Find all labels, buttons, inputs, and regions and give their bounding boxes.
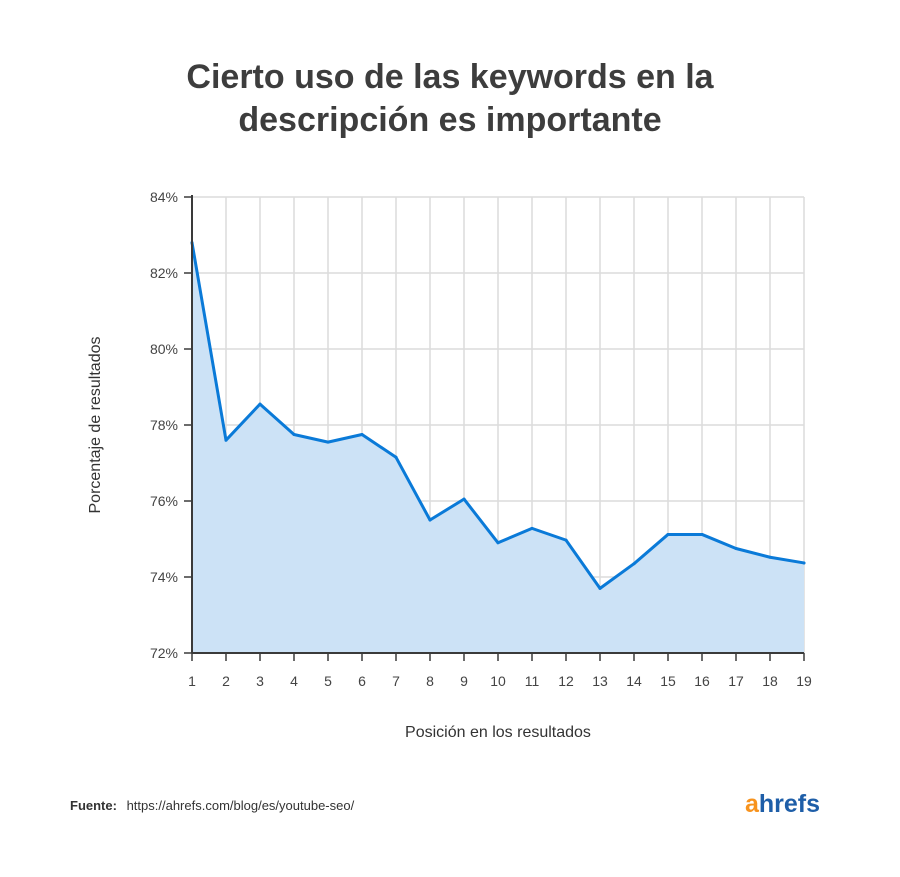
source-note: Fuente: https://ahrefs.com/blog/es/youtu… bbox=[70, 798, 354, 813]
chart-title-line-1: Cierto uso de las keywords en la bbox=[186, 58, 714, 96]
data-point bbox=[802, 561, 806, 565]
y-tick-label: 84% bbox=[150, 189, 178, 205]
x-tick-label: 14 bbox=[626, 673, 642, 689]
data-point bbox=[462, 497, 466, 501]
y-tick-label: 78% bbox=[150, 417, 178, 433]
data-point bbox=[564, 538, 568, 542]
y-tick-label: 76% bbox=[150, 493, 178, 509]
chart-title-line-2: descripción es importante bbox=[238, 101, 662, 139]
x-tick-label: 19 bbox=[796, 673, 812, 689]
data-point bbox=[292, 433, 296, 436]
x-tick-label: 18 bbox=[762, 673, 778, 689]
x-tick-label: 11 bbox=[525, 673, 540, 689]
data-point bbox=[700, 532, 704, 536]
x-tick-label: 10 bbox=[490, 673, 506, 689]
data-point bbox=[666, 532, 670, 536]
data-point bbox=[258, 402, 262, 406]
data-point bbox=[428, 518, 432, 522]
x-tick-label: 3 bbox=[256, 673, 264, 689]
x-tick-label: 15 bbox=[660, 673, 676, 689]
x-tick-label: 13 bbox=[592, 673, 608, 689]
data-point bbox=[326, 440, 330, 444]
x-tick-label: 4 bbox=[290, 673, 298, 689]
y-tick-label: 72% bbox=[150, 645, 178, 661]
x-axis-label: Posición en los resultados bbox=[405, 724, 591, 741]
data-point bbox=[734, 547, 738, 550]
data-point bbox=[598, 586, 602, 590]
data-point bbox=[394, 455, 398, 459]
data-point bbox=[360, 433, 364, 436]
y-tick-label: 80% bbox=[150, 341, 178, 357]
chart-title: Cierto uso de las keywords en la descrip… bbox=[0, 56, 900, 142]
data-point bbox=[530, 526, 534, 530]
source-label: Fuente: bbox=[70, 798, 117, 813]
x-tick-label: 7 bbox=[392, 673, 400, 689]
data-point bbox=[496, 541, 500, 545]
line-area-chart: 72%74%76%78%80%82%84%1 2 3 4 5 6 7 8 9 10 11 12 13 14… bbox=[87, 189, 812, 741]
data-point bbox=[224, 438, 228, 442]
x-tick-label: 6 bbox=[358, 673, 366, 689]
logo-text: hrefs bbox=[758, 790, 821, 818]
data-point bbox=[768, 555, 772, 559]
x-tick-label: 1 bbox=[188, 673, 196, 689]
x-tick-label: 16 bbox=[694, 673, 710, 689]
data-point bbox=[632, 562, 636, 566]
x-tick-label: 17 bbox=[728, 673, 744, 689]
source-url: https://ahrefs.com/blog/es/youtube-seo/ bbox=[126, 798, 355, 813]
x-tick-label: 8 bbox=[426, 673, 434, 689]
x-tick-label: 12 bbox=[558, 673, 574, 689]
ahrefs-logo: ahrefs bbox=[745, 790, 820, 819]
y-axis-label: Porcentaje de resultados bbox=[87, 337, 104, 514]
y-tick-label: 74% bbox=[150, 569, 178, 585]
x-tick-label: 5 bbox=[324, 673, 332, 689]
x-tick-label: 9 bbox=[460, 673, 468, 689]
logo-letter-a: a bbox=[745, 790, 759, 818]
x-tick-label: 2 bbox=[222, 673, 230, 689]
y-tick-label: 82% bbox=[150, 265, 178, 281]
